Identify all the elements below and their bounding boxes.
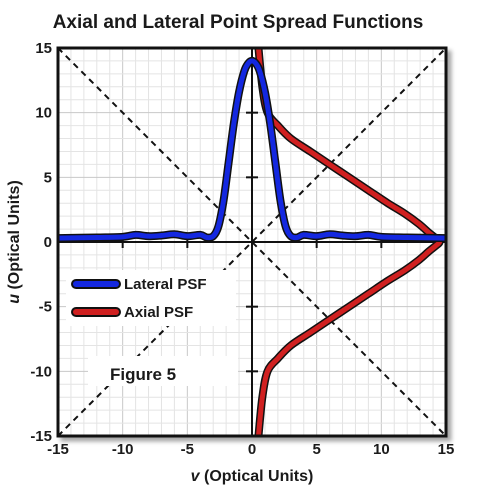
series-layer: [58, 48, 446, 436]
plot-border: [56, 46, 448, 438]
x-tick-labels: -15 -10 -5 0 5 10 15: [47, 441, 454, 458]
y-tick-label: 10: [35, 105, 52, 122]
y-tick-label: -15: [30, 428, 52, 445]
reference-diagonal: [58, 48, 446, 436]
x-tick-label: 0: [248, 441, 256, 458]
x-axis-label: v (Optical Units): [191, 468, 314, 485]
y-axis-label: u (Optical Units): [6, 180, 23, 304]
y-tick-label: 0: [44, 234, 52, 251]
legend-label-lateral-psf: Lateral PSF: [124, 276, 207, 293]
legend-label-axial-psf: Axial PSF: [124, 304, 193, 321]
annotation-background: [88, 356, 238, 386]
x-tick-label: 5: [312, 441, 320, 458]
x-axis-label-text: (Optical Units): [200, 468, 314, 485]
y-axis-label-text: (Optical Units): [6, 180, 23, 294]
x-tick-label: -5: [181, 441, 194, 458]
figure-annotation: Figure 5: [110, 365, 176, 384]
x-axis-variable: v: [191, 468, 201, 485]
lateral-psf-line: [58, 58, 446, 241]
y-tick-labels: -15 -10 -5 0 5 10 15: [30, 40, 52, 445]
x-tick-label: 10: [373, 441, 390, 458]
y-tick-label: 5: [44, 169, 52, 186]
y-tick-label: 15: [35, 40, 52, 57]
y-tick-label: -10: [30, 363, 52, 380]
chart-title: Axial and Lateral Point Spread Functions: [53, 12, 424, 33]
x-tick-label: -10: [112, 441, 134, 458]
legend: Lateral PSF Axial PSF: [66, 270, 236, 326]
y-tick-label: -5: [39, 299, 52, 316]
x-tick-label: 15: [438, 441, 455, 458]
y-axis-variable: u: [6, 294, 23, 304]
center-axes: [57, 47, 447, 437]
x-tick-label: -15: [47, 441, 69, 458]
